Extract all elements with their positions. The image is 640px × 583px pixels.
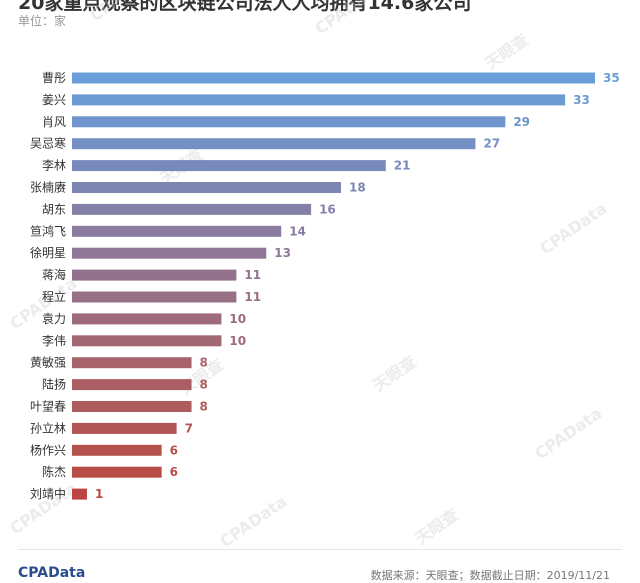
- category-label: 李伟: [42, 333, 66, 348]
- bar: [72, 203, 312, 215]
- unit-label: 单位：家: [18, 14, 67, 28]
- chart-title: 20家重点观察的区块链公司法人人均拥有14.6家公司: [18, 0, 472, 14]
- value-label: 8: [200, 378, 208, 392]
- value-label: 16: [319, 202, 336, 216]
- value-label: 10: [229, 312, 246, 326]
- value-label: 13: [274, 246, 291, 260]
- bar: [72, 335, 222, 347]
- value-label: 35: [603, 71, 620, 85]
- bar: [72, 138, 476, 150]
- brand-logo: CPAData: [18, 565, 86, 581]
- bar: [72, 313, 222, 325]
- value-label: 11: [244, 290, 261, 304]
- bar: [72, 182, 341, 193]
- value-label: 10: [229, 334, 246, 348]
- value-label: 33: [573, 93, 590, 107]
- category-label: 陈杰: [42, 464, 66, 479]
- bar: [72, 247, 267, 259]
- watermark-logo: CPAData: [86, 0, 160, 25]
- footer-divider: [18, 549, 622, 550]
- bar: [72, 72, 595, 84]
- bar: [72, 94, 566, 106]
- watermark-logo: CPAData: [216, 492, 290, 549]
- category-label: 吴忌寒: [30, 136, 66, 151]
- bar: [72, 291, 237, 303]
- category-label: 笪鸿飞: [30, 223, 66, 238]
- category-label: 孙立林: [30, 420, 66, 435]
- watermark-logo: CPAData: [311, 0, 385, 38]
- category-label: 叶望春: [30, 400, 66, 414]
- value-label: 29: [513, 115, 530, 129]
- bar: [72, 269, 237, 281]
- value-label: 14: [289, 224, 306, 238]
- bar: [72, 422, 177, 434]
- bar: [72, 488, 87, 500]
- value-label: 21: [394, 159, 411, 173]
- watermark-logo: CPAData: [536, 199, 610, 259]
- value-label: 6: [170, 443, 178, 457]
- category-label: 黄敏强: [30, 355, 66, 370]
- bar: [72, 357, 192, 369]
- bar: [72, 379, 192, 391]
- value-label: 8: [200, 400, 208, 414]
- category-label: 陆扬: [42, 377, 66, 392]
- value-label: 7: [185, 421, 193, 435]
- category-label: 曹彤: [42, 71, 66, 85]
- category-label: 张楠赓: [30, 180, 66, 195]
- bar: [72, 116, 506, 128]
- category-label: 杨作兴: [30, 442, 66, 457]
- value-label: 27: [483, 137, 500, 151]
- category-label: 李林: [42, 158, 66, 173]
- data-source: 数据来源：天眼查；数据截止日期：2019/11/21: [370, 569, 610, 582]
- category-label: 肖风: [42, 115, 66, 129]
- category-label: 胡东: [42, 202, 66, 216]
- bar: [72, 466, 162, 478]
- bar: [72, 225, 282, 237]
- value-label: 18: [349, 181, 366, 195]
- category-label: 徐明星: [30, 245, 66, 260]
- value-label: 1: [95, 487, 103, 501]
- watermark-logo: 天眼查: [481, 30, 531, 73]
- watermark-logo: CPAData: [531, 404, 605, 464]
- bar: [72, 444, 162, 456]
- bar: [72, 401, 192, 412]
- watermark-logo: 天眼查: [369, 352, 419, 395]
- bar-chart: CPADataCPAData天眼查天眼查CPADataCPAData天眼查天眼查…: [6, 0, 620, 549]
- value-label: 8: [200, 356, 208, 370]
- value-label: 6: [170, 465, 178, 479]
- category-label: 袁力: [42, 312, 66, 326]
- category-label: 蒋海: [42, 267, 66, 282]
- category-label: 姜兴: [42, 93, 66, 107]
- bar: [72, 160, 386, 172]
- watermark-logo: 天眼查: [411, 505, 461, 548]
- category-label: 刘靖中: [30, 486, 66, 501]
- category-label: 程立: [42, 289, 66, 304]
- value-label: 11: [244, 268, 261, 282]
